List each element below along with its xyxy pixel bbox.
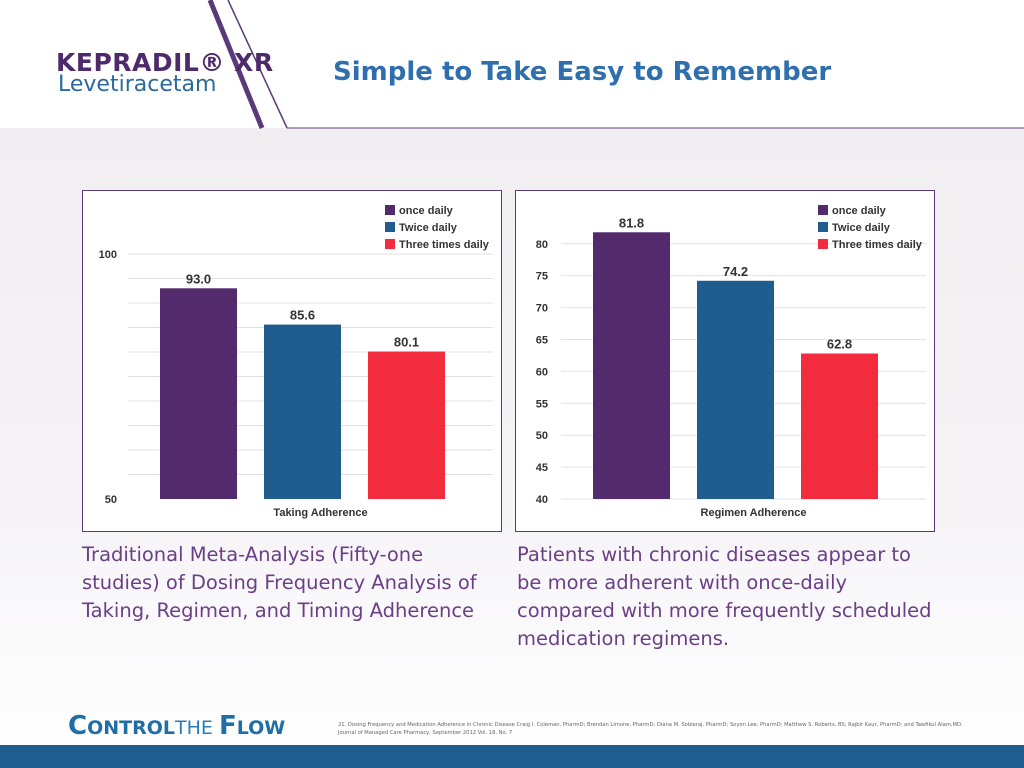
left-caption: Traditional Meta-Analysis (Fifty-one stu… — [82, 543, 477, 622]
legend-swatch — [818, 205, 828, 215]
bar-three-times-daily — [801, 353, 878, 499]
data-label: 62.8 — [827, 337, 852, 352]
x-axis-label: Regimen Adherence — [701, 507, 807, 519]
brand-logo: KEPRADIL® XR Levetiracetam — [56, 48, 273, 104]
legend-swatch — [385, 205, 395, 215]
footer-brand-c: C — [68, 711, 88, 741]
slide-title: Simple to Take Easy to Remember — [333, 57, 832, 87]
y-tick-label: 40 — [536, 494, 548, 506]
y-tick-label: 55 — [536, 398, 548, 410]
data-label: 80.1 — [394, 335, 419, 350]
legend-label: Three times daily — [832, 239, 923, 251]
footer-bar — [0, 745, 1024, 768]
legend-swatch — [818, 239, 828, 249]
footer-brand-the: THE — [175, 717, 219, 739]
footer-brand-logo: CONTROLTHE FLOW — [68, 711, 285, 741]
bar-three-times-daily — [368, 351, 445, 499]
bar-once-daily — [160, 288, 237, 499]
data-label: 85.6 — [290, 308, 315, 323]
legend-label: Twice daily — [832, 222, 891, 234]
generic-name: Levetiracetam — [58, 72, 217, 97]
header-divider — [0, 0, 1024, 129]
data-label: 93.0 — [186, 271, 211, 286]
bar-twice-daily — [264, 324, 341, 499]
footer-brand-ontrol: ONTROL — [87, 717, 175, 739]
legend-swatch — [385, 222, 395, 232]
bar-once-daily — [593, 232, 670, 499]
legend-label: once daily — [832, 205, 887, 217]
footer-brand-low: LOW — [236, 717, 286, 739]
bar-twice-daily — [697, 280, 774, 499]
data-label: 81.8 — [619, 215, 644, 230]
y-tick-label: 50 — [105, 494, 117, 506]
legend-swatch — [385, 239, 395, 249]
footer-brand-f: F — [218, 711, 237, 741]
citation-text: 21. Dosing Frequency and Medication Adhe… — [338, 722, 963, 736]
brand-name: KEPRADIL® XR — [56, 48, 274, 77]
legend-label: once daily — [399, 205, 454, 217]
regimen-adherence-plot: 40 45 50 55 60 65 70 75 80 81.8 74.2 62.8 Regimen Ad… — [536, 205, 926, 519]
legend-label: Twice daily — [399, 222, 458, 234]
taking-adherence-plot: 50 100 93.0 85.6 80.1 Taking Adherence once da… — [99, 205, 493, 519]
taking-adherence-chart: 50 100 93.0 85.6 80.1 Taking Adherence once da… — [82, 190, 502, 532]
y-tick-label: 70 — [536, 303, 548, 315]
x-axis-label: Taking Adherence — [273, 507, 367, 519]
y-tick-label: 45 — [536, 462, 548, 474]
y-tick-label: 50 — [536, 430, 548, 442]
right-caption: Patients with chronic diseases appear to… — [517, 543, 932, 650]
legend-label: Three times daily — [399, 239, 490, 251]
y-tick-label: 75 — [536, 271, 548, 283]
legend-swatch — [818, 222, 828, 232]
y-tick-label: 80 — [536, 239, 548, 251]
regimen-adherence-chart: 40 45 50 55 60 65 70 75 80 81.8 74.2 62.8 Regimen Ad… — [515, 190, 935, 532]
y-tick-label: 65 — [536, 334, 548, 346]
y-tick-label: 60 — [536, 366, 548, 378]
y-tick-label: 100 — [99, 249, 117, 261]
data-label: 74.2 — [723, 264, 748, 279]
